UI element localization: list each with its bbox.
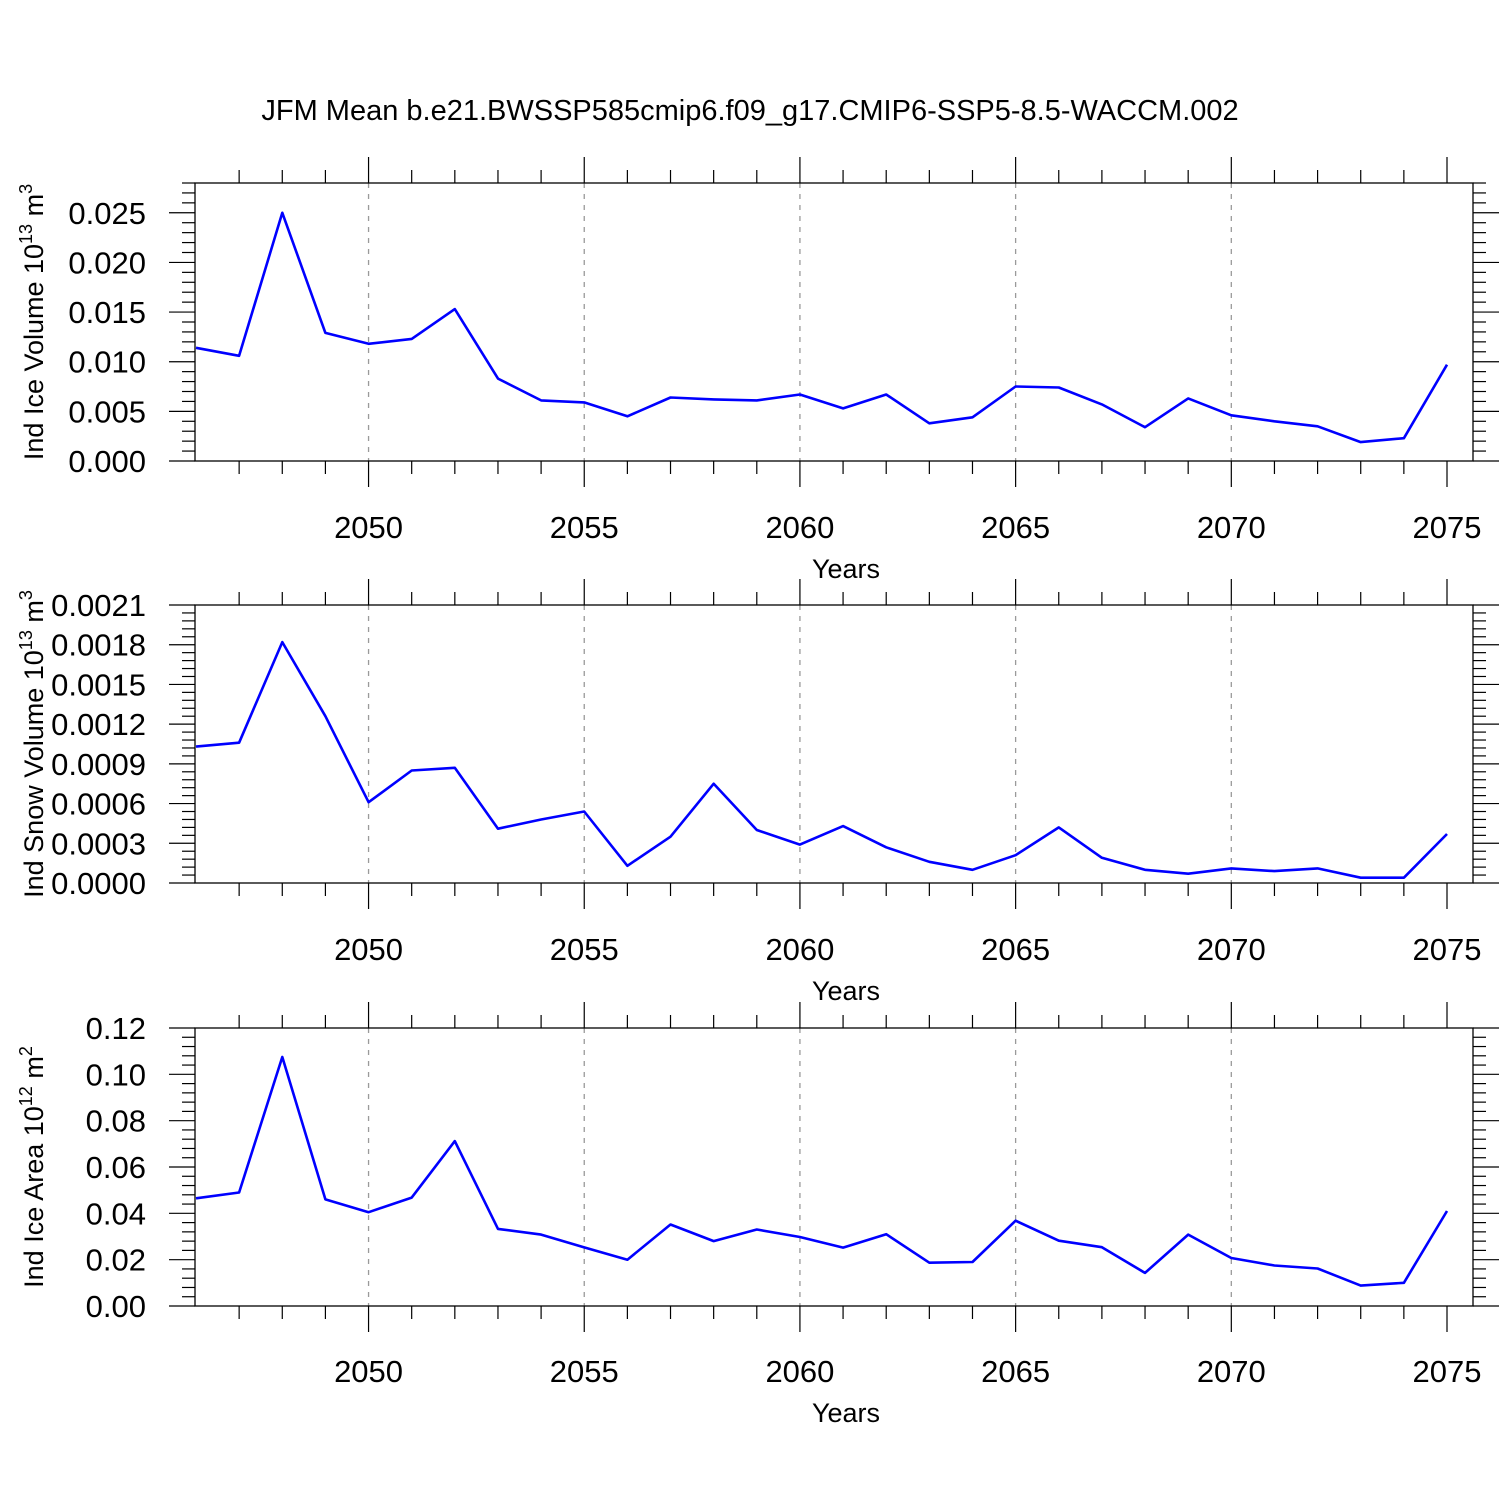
x-tick-label: 2075 <box>1413 932 1482 967</box>
y-tick-label: 0.015 <box>68 295 146 330</box>
x-tick-label: 2065 <box>981 1354 1050 1389</box>
x-tick-label: 2065 <box>981 932 1050 967</box>
y-tick-label: 0.010 <box>68 345 146 380</box>
chart-panel-1: 0.000 0.005 0.010 0.015 0.020 0.025 2050 2055 20… <box>16 157 1499 584</box>
y-tick-label: 0.0015 <box>51 667 146 702</box>
y-tick-label: 0.0003 <box>51 826 146 861</box>
y-tick-label: 0.10 <box>86 1057 146 1092</box>
x-tick-label: 2075 <box>1413 1354 1482 1389</box>
series-line <box>195 1055 1449 1287</box>
x-tick-label: 2050 <box>334 1354 403 1389</box>
x-tick-label: 2060 <box>765 932 834 967</box>
x-axis-label: Years <box>812 1398 880 1428</box>
series-line <box>195 211 1449 444</box>
x-tick-label: 2050 <box>334 510 403 545</box>
x-axis-label: Years <box>812 554 880 584</box>
x-tick-label: 2070 <box>1197 932 1266 967</box>
y-axis-label: Ind Snow Volume 1013 m3 <box>16 590 49 898</box>
series-line <box>195 640 1448 880</box>
y-tick-label: 0.000 <box>68 444 146 479</box>
y-tick-label: 0.0009 <box>51 747 146 782</box>
plot-frame <box>194 1027 1474 1307</box>
y-tick-label: 0.0021 <box>51 588 146 623</box>
chart-panel-2: 0.0000 0.0003 0.0006 0.0009 0.0012 0.0015 0.00… <box>16 579 1499 1006</box>
x-tick-label: 2065 <box>981 510 1050 545</box>
y-tick-label: 0.12 <box>86 1011 146 1046</box>
x-tick-label: 2055 <box>550 510 619 545</box>
y-tick-label: 0.04 <box>86 1196 146 1231</box>
x-tick-label: 2070 <box>1197 510 1266 545</box>
x-tick-label: 2060 <box>765 1354 834 1389</box>
y-tick-label: 0.0006 <box>51 787 146 822</box>
y-tick-label: 0.02 <box>86 1243 146 1278</box>
x-tick-label: 2060 <box>765 510 834 545</box>
y-tick-label: 0.00 <box>86 1289 146 1324</box>
y-tick-label: 0.005 <box>68 394 146 429</box>
chart-panels: 0.000 0.005 0.010 0.015 0.020 0.025 2050 2055 20… <box>16 157 1499 1428</box>
y-tick-label: 0.06 <box>86 1150 146 1185</box>
y-axis-label: Ind Ice Area 1012 m2 <box>16 1046 49 1288</box>
figure-title: JFM Mean b.e21.BWSSP585cmip6.f09_g17.CMI… <box>261 95 1238 127</box>
plot-frame <box>194 604 1474 884</box>
x-tick-label: 2050 <box>334 932 403 967</box>
y-tick-label: 0.0018 <box>51 628 146 663</box>
x-tick-label: 2055 <box>550 932 619 967</box>
x-tick-label: 2075 <box>1413 510 1482 545</box>
y-tick-label: 0.0012 <box>51 707 146 742</box>
chart-panel-3: 0.00 0.02 0.04 0.06 0.08 0.10 0.12 2050 2055 2060… <box>16 1002 1499 1428</box>
x-tick-label: 2070 <box>1197 1354 1266 1389</box>
y-axis-label: Ind Ice Volume 1013 m3 <box>16 184 49 460</box>
x-axis-label: Years <box>812 976 880 1006</box>
x-tick-label: 2055 <box>550 1354 619 1389</box>
plot-frame <box>194 182 1474 462</box>
y-tick-label: 0.0000 <box>51 866 146 901</box>
y-tick-label: 0.020 <box>68 245 146 280</box>
y-tick-label: 0.08 <box>86 1104 146 1139</box>
y-tick-label: 0.025 <box>68 196 146 231</box>
